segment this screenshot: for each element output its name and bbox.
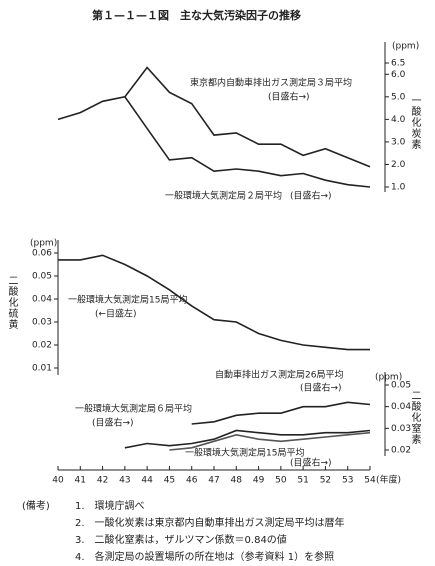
y-tick-label: 5.0 [391, 92, 406, 102]
y-tick-label: 6.5 [391, 59, 405, 69]
note-item: 3. 二酸化窒素は，ザルツマン係数＝0.84の値 [75, 533, 287, 546]
x-tick-label: 45 [164, 476, 175, 486]
y-axis-label: 一酸化炭素 [409, 95, 421, 150]
y-tick-label: 3.0 [391, 137, 406, 147]
y-axis-label: 二酸化窒素 [409, 390, 421, 445]
y-unit: (ppm) [375, 373, 402, 383]
y-tick-label: 2.0 [391, 160, 406, 170]
x-tick-label: 43 [119, 476, 130, 486]
series-scale-note: (目盛右→) [290, 190, 332, 202]
series-label: 一般環境大気測定局15局平均 [68, 294, 187, 306]
series-line [57, 66, 371, 168]
x-tick-label: 48 [231, 476, 243, 486]
chart-title: 第１—１—１図 主な大気汚染因子の推移 [92, 8, 301, 22]
series-label: 一般環境大気測定局15局平均 [185, 447, 304, 459]
x-tick-label: 54 [364, 476, 376, 486]
y-tick-label: 0.01 [32, 364, 52, 374]
y-tick-label: 0.03 [391, 424, 411, 434]
x-tick-label: 42 [97, 476, 108, 486]
note-item: 4. 各測定局の設置場所の所在地は（参考資料 1）を参照 [75, 550, 334, 563]
y-tick-label: 0.03 [32, 318, 52, 328]
y-tick-label: 1.0 [391, 183, 406, 193]
y-tick-label: 0.02 [32, 341, 52, 351]
x-tick-label: 53 [342, 476, 353, 486]
x-tick-label: 40 [52, 476, 64, 486]
y-tick-label: 6.0 [391, 70, 406, 80]
series-label: 東京都内自動車排出ガス測定局３局平均 [190, 77, 352, 89]
note-item: 2. 一酸化炭素は東京都内自動車排出ガス測定局平均は暦年 [75, 516, 345, 529]
x-tick-label: 47 [208, 476, 219, 486]
series-label: 一般環境大気測定局２局平均 [165, 190, 282, 202]
series-scale-note: (目盛右→) [268, 91, 310, 103]
y-unit: (ppm) [30, 239, 57, 249]
note-item: 1. 環境庁調べ [75, 499, 145, 512]
x-tick-label: 49 [253, 476, 265, 486]
series-scale-note: (目盛右→) [300, 382, 342, 394]
series-line [191, 401, 371, 425]
series-label: 一般環境大気測定局６局平均 [75, 403, 192, 415]
x-tick-label: 46 [186, 476, 198, 486]
x-tick-label: 41 [75, 476, 86, 486]
y-tick-label: 0.05 [32, 272, 52, 282]
y-tick-label: 0.02 [391, 446, 411, 456]
series-line [124, 96, 371, 188]
series-scale-note: (←目盛左) [95, 308, 137, 320]
y-tick-label: 0.06 [32, 249, 52, 259]
x-tick-label: 52 [320, 476, 331, 486]
y-axis-label: 二酸化硫黄 [6, 275, 18, 330]
y-tick-label: 0.04 [32, 295, 52, 305]
series-line [58, 254, 370, 351]
x-tick-label: 44 [141, 476, 153, 486]
x-tick-label: 51 [297, 476, 308, 486]
y-unit: (ppm) [392, 42, 419, 52]
series-line [169, 431, 371, 451]
y-tick-label: 4.0 [391, 115, 406, 125]
series-label: 自動車排出ガス測定局26局平均 [215, 369, 343, 381]
x-axis-label: (年度) [376, 474, 401, 486]
y-tick-label: 0.04 [391, 402, 411, 412]
y-tick-label: 0.05 [391, 381, 411, 391]
series-scale-note: (目盛右→) [290, 457, 332, 469]
series-line [124, 429, 371, 449]
notes-heading: (備考) [22, 499, 50, 512]
x-tick-label: 50 [275, 476, 287, 486]
series-scale-note: (目盛右→) [92, 417, 134, 429]
